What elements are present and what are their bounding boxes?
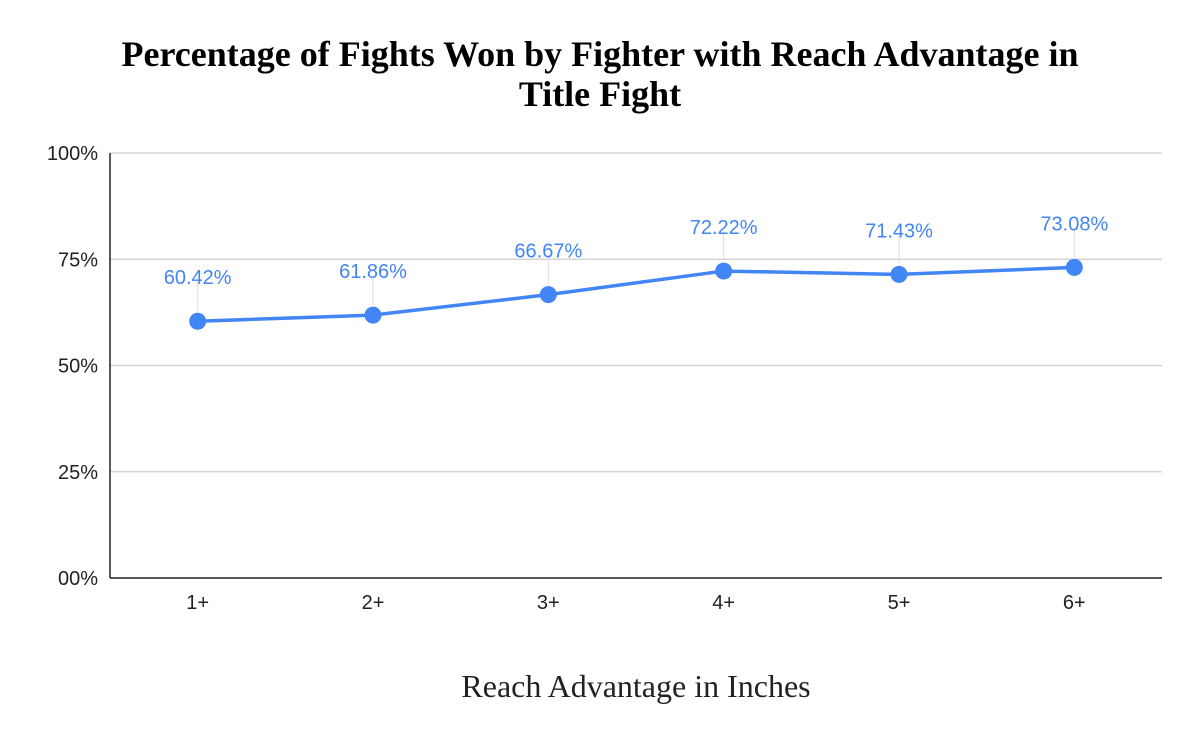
axes — [109, 153, 1162, 579]
y-axis-ticks: 00% 25% 50% 75% 100% — [47, 143, 98, 590]
y-tick-label: 00% — [58, 568, 98, 590]
x-axis-ticks: 1+ 2+ 3+ 4+ 5+ 6+ — [186, 592, 1085, 614]
series-line — [197, 265, 1075, 323]
chart-title-line-2: Title Fight — [518, 74, 682, 114]
x-tick-label: 3+ — [537, 592, 560, 614]
series-group — [189, 258, 1083, 330]
x-axis-title: Reach Advantage in Inches — [461, 668, 811, 704]
data-label: 66.67% — [514, 241, 582, 263]
y-tick-label: 25% — [58, 462, 98, 484]
x-tick-label: 4+ — [712, 592, 735, 614]
y-tick-label: 50% — [58, 356, 98, 378]
data-point — [189, 312, 207, 330]
data-label: 61.86% — [339, 261, 407, 283]
y-tick-label: 100% — [47, 143, 98, 165]
data-labels: 60.42% 61.86% 66.67% 72.22% 71.43% 73.08% — [164, 213, 1108, 312]
x-tick-label: 2+ — [362, 592, 385, 614]
x-tick-label: 5+ — [888, 592, 911, 614]
data-point — [1065, 258, 1083, 276]
data-point — [890, 265, 908, 283]
data-point — [715, 262, 733, 280]
chart-title: Percentage of Fights Won by Fighter with… — [0, 34, 1200, 114]
chart-title-line-1: Percentage of Fights Won by Fighter with… — [121, 34, 1079, 74]
y-tick-label: 75% — [58, 249, 98, 271]
data-point — [539, 286, 557, 304]
data-label: 71.43% — [865, 220, 933, 242]
data-label: 60.42% — [164, 267, 232, 289]
x-tick-label: 6+ — [1063, 592, 1086, 614]
data-label: 72.22% — [690, 217, 758, 239]
data-point — [364, 306, 382, 324]
x-tick-label: 1+ — [186, 592, 209, 614]
data-label: 73.08% — [1040, 213, 1108, 235]
gridlines — [110, 152, 1162, 473]
